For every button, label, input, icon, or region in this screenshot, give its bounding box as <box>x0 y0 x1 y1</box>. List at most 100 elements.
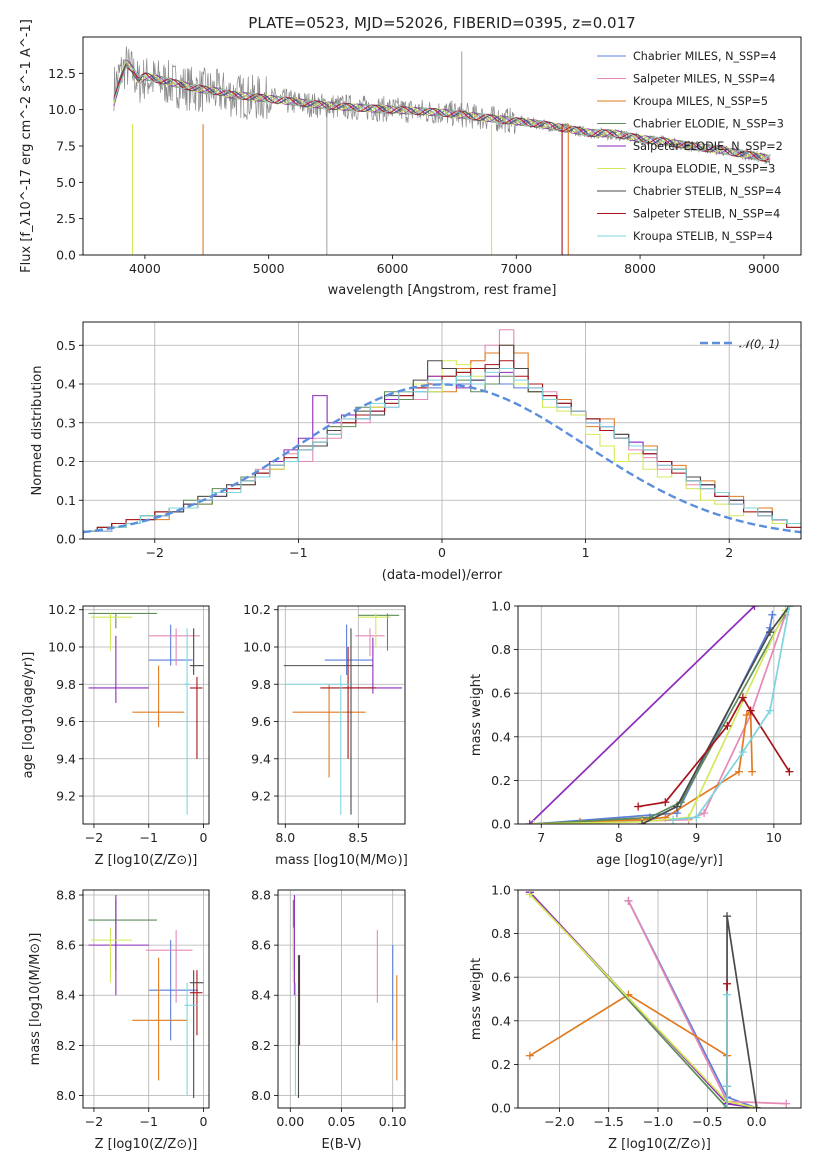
x-tick-label: 8.5 <box>348 830 368 845</box>
weight-line <box>533 606 791 824</box>
legend-label: Salpeter ELODIE, N_SSP=2 <box>633 140 783 153</box>
y-tick-label: 1.0 <box>491 599 511 614</box>
y-tick-label: 7.5 <box>56 139 76 154</box>
weight-line <box>533 614 774 824</box>
y-tick-label: 0.6 <box>491 686 511 701</box>
y-tick-label: 8.4 <box>251 988 271 1003</box>
y-tick-label: 0.0 <box>491 817 511 832</box>
y-tick-label: 0.2 <box>491 1057 511 1072</box>
x-tick-label: 0.10 <box>379 1114 407 1129</box>
weight-plot <box>525 890 791 1108</box>
y-tick-label: 0.0 <box>491 1101 511 1116</box>
axes-age_vs_Z: −2 −1 0 9.2 9.4 9.6 9.8 10.0 10.2 Z [log10(Z/Z⊙)]… <box>21 602 210 868</box>
axes-age_vs_mass: 8.0 8.5 9.2 9.4 9.6 9.8 10.0 10.2 mass [log10(M/… <box>243 602 408 868</box>
x-tick-label: −1 <box>140 1114 158 1129</box>
x-tick-label: −2 <box>146 545 164 560</box>
x-tick-label: −2 <box>85 1114 103 1129</box>
y-tick-label: 9.4 <box>251 751 271 766</box>
model-line <box>113 67 770 162</box>
weight-line <box>529 891 757 1108</box>
model-line <box>113 60 770 163</box>
y-tick-label: 10.0 <box>243 639 271 654</box>
chart-title: PLATE=0523, MJD=52026, FIBERID=0395, z=0… <box>248 14 635 32</box>
x-tick-label: 1 <box>582 545 590 560</box>
x-axis-label: age [log10(age/yr)] <box>596 853 723 868</box>
axes-spectrum: 4000 5000 6000 7000 8000 9000 0.0 2.5 5.0 7.5 10.0… <box>19 14 802 298</box>
y-axis-label: mass [log10(M/M⊙)] <box>28 933 43 1066</box>
y-tick-label: 0.4 <box>491 1013 511 1028</box>
x-tick-label: 0 <box>200 830 208 845</box>
weight-line <box>529 606 756 824</box>
weight-line <box>641 606 791 824</box>
x-axis-label: Z [log10(Z/Z⊙)] <box>95 1137 198 1152</box>
y-tick-label: 9.8 <box>56 677 76 692</box>
x-tick-label: 7 <box>537 830 545 845</box>
axes-frame <box>82 321 802 540</box>
x-tick-label: −2 <box>85 830 103 845</box>
y-tick-label: 8.0 <box>251 1088 271 1103</box>
x-axis-label: Z [log10(Z/Z⊙)] <box>608 1137 711 1152</box>
y-tick-label: 0.2 <box>56 454 76 469</box>
weight-plot <box>525 606 794 824</box>
y-axis-label: Flux [f_λ10^-17 erg cm^-2 s^-1 A^-1] <box>19 19 34 273</box>
axes-frame <box>277 889 406 1109</box>
y-tick-label: 8.6 <box>251 938 271 953</box>
y-tick-label: 8.6 <box>56 938 76 953</box>
axes-mass_vs_EBV: 0.00 0.05 0.10 8.0 8.2 8.4 8.6 8.8 E(B-V) <box>251 888 407 1152</box>
axes-mass_vs_Z: −2 −1 0 8.0 8.2 8.4 8.6 8.8 Z [log10(Z/Z⊙)] mass … <box>28 888 210 1152</box>
x-tick-label: 8 <box>615 830 623 845</box>
x-tick-label: −0.5 <box>692 1114 722 1129</box>
legend-label: Salpeter STELIB, N_SSP=4 <box>633 208 780 221</box>
x-axis-label: E(B-V) <box>321 1137 361 1152</box>
y-tick-label: 10.0 <box>48 102 76 117</box>
axes-frame <box>517 889 802 1109</box>
weight-line <box>533 609 787 824</box>
legend-label: 𝒩(0, 1) <box>739 338 780 351</box>
x-tick-label: 6000 <box>377 261 409 276</box>
legend: 𝒩(0, 1) <box>700 338 780 351</box>
x-axis-label: wavelength [Angstrom, rest frame] <box>328 283 557 298</box>
y-axis-label: Normed distribution <box>30 366 45 496</box>
x-tick-label: 4000 <box>129 261 161 276</box>
x-axis-label: (data-model)/error <box>382 568 503 583</box>
y-tick-label: 0.5 <box>56 338 76 353</box>
axes-frame <box>277 605 406 825</box>
y-tick-label: 0.1 <box>56 493 76 508</box>
axes-weight_vs_Z: −2.0 −1.5 −1.0 −0.5 0.0 0.0 0.2 0.4 0.6 0.8 1.0 Z [… <box>469 883 802 1152</box>
legend-label: Kroupa MILES, N_SSP=5 <box>633 95 768 108</box>
y-tick-label: 0.8 <box>491 926 511 941</box>
legend-label: Chabrier ELODIE, N_SSP=3 <box>633 118 784 131</box>
axes-frame <box>517 605 802 825</box>
y-tick-label: 0.3 <box>56 415 76 430</box>
y-tick-label: 5.0 <box>56 175 76 190</box>
legend-label: Salpeter MILES, N_SSP=4 <box>633 73 775 86</box>
y-tick-label: 8.8 <box>56 888 76 903</box>
axes-residuals: −2 −1 0 1 2 0.0 0.1 0.2 0.3 0.4 0.5 (data-model)/er… <box>30 321 802 583</box>
weight-line <box>627 900 757 1108</box>
y-tick-label: 9.4 <box>56 751 76 766</box>
errorbar-plot <box>292 895 398 1098</box>
weight-line <box>533 614 787 824</box>
model-line <box>113 66 770 161</box>
model-line <box>113 63 770 163</box>
legend-label: Kroupa ELODIE, N_SSP=3 <box>633 163 775 176</box>
y-tick-label: 8.8 <box>251 888 271 903</box>
errorbar-plot <box>283 613 403 815</box>
axes-frame <box>82 889 210 1109</box>
y-tick-label: 10.0 <box>48 639 76 654</box>
y-tick-label: 8.2 <box>56 1038 76 1053</box>
errorbar-plot <box>88 895 204 1098</box>
x-tick-label: 8000 <box>624 261 656 276</box>
y-axis-label: mass weight <box>469 958 484 1040</box>
y-tick-label: 2.5 <box>56 211 76 226</box>
y-tick-label: 0.0 <box>56 532 76 547</box>
x-axis-label: mass [log10(M/M⊙)] <box>275 853 408 868</box>
x-tick-label: −1.0 <box>643 1114 673 1129</box>
legend: Chabrier MILES, N_SSP=4 Salpeter MILES, N… <box>597 50 784 243</box>
x-tick-label: −1.5 <box>594 1114 624 1129</box>
data-spectrum-line <box>113 46 771 165</box>
y-axis-label: mass weight <box>469 674 484 756</box>
x-tick-label: 9 <box>692 830 700 845</box>
x-tick-label: 0.05 <box>328 1114 356 1129</box>
